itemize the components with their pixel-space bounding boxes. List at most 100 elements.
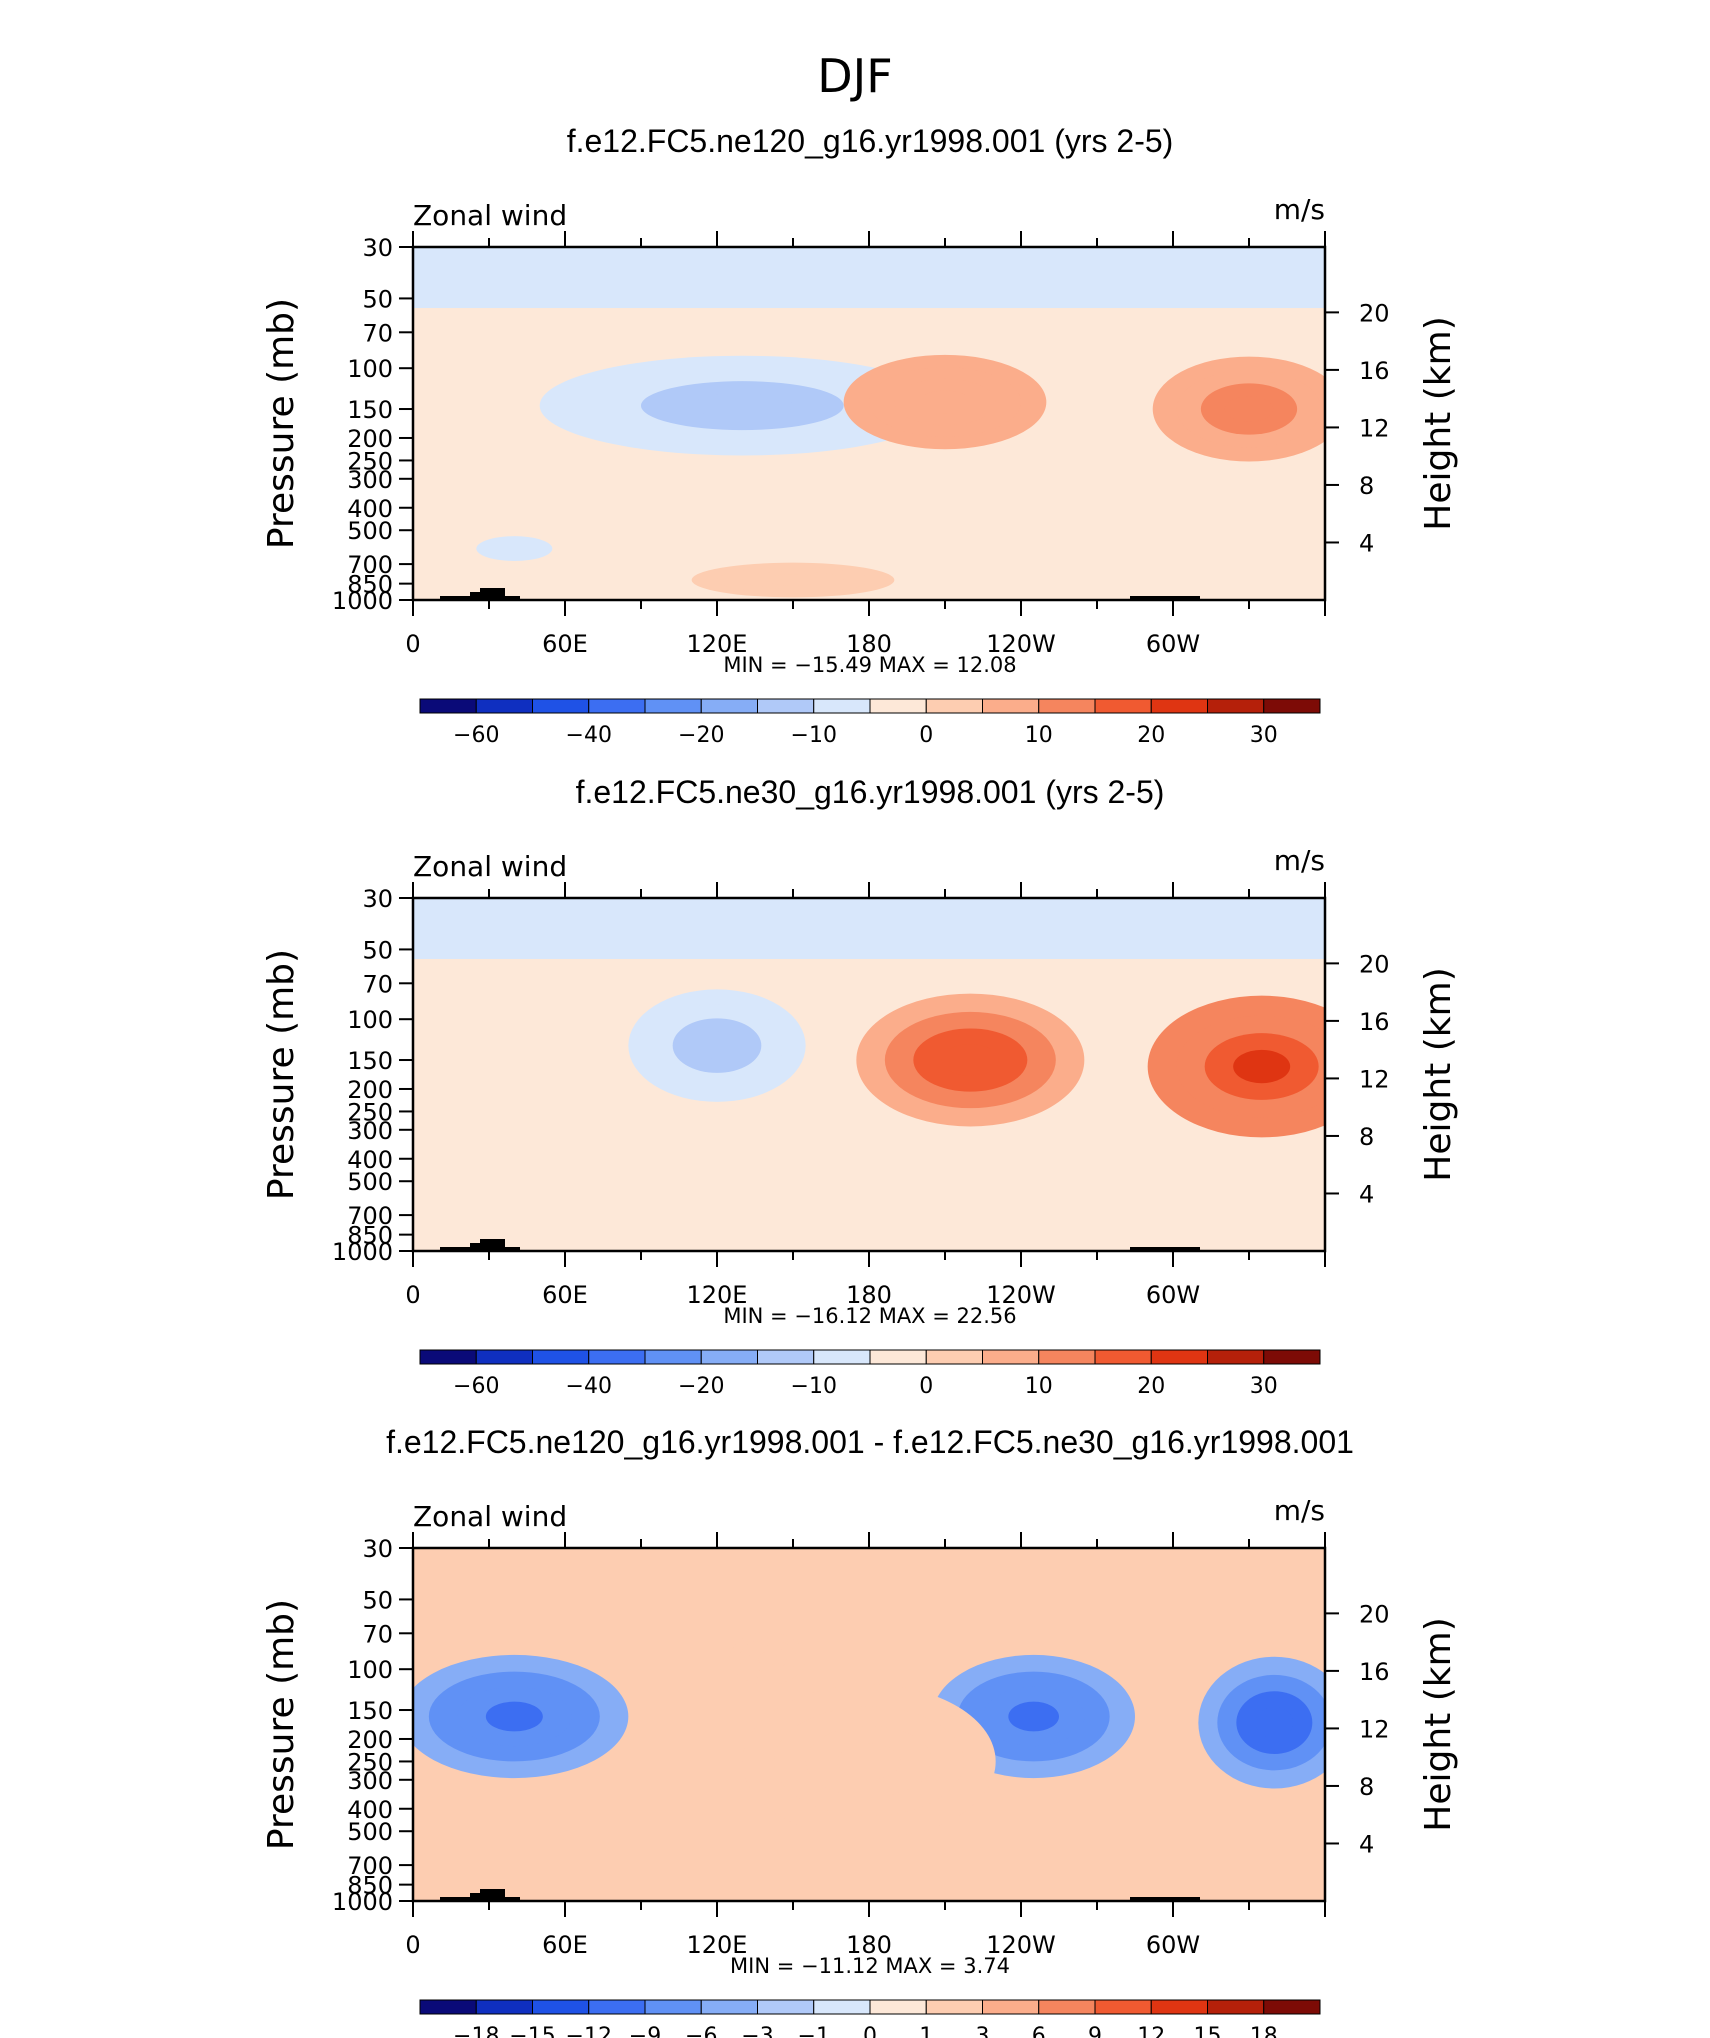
colorbar-label: −6 — [685, 2024, 717, 2038]
colorbar-label: 1 — [919, 2024, 933, 2038]
height-tick-label: 4 — [1359, 1830, 1374, 1858]
colorbar-swatch — [1094, 1349, 1152, 1365]
colorbar-swatch — [813, 698, 871, 714]
contour-level — [1008, 1701, 1059, 1732]
colorbar-swatch — [1094, 698, 1152, 714]
y-tick-label: 500 — [347, 1168, 393, 1196]
colorbar-swatch — [532, 1999, 590, 2015]
colorbar-label: −1 — [798, 2024, 830, 2038]
x-tick-label: 0 — [405, 630, 420, 658]
colorbar-swatch — [1038, 698, 1096, 714]
variable-label: Zonal wind — [413, 1500, 567, 1533]
colorbar-swatch — [1150, 1349, 1208, 1365]
contour-level — [476, 536, 553, 561]
colorbar-swatch — [644, 1349, 702, 1365]
y-axis-label: Pressure (mb) — [261, 298, 302, 549]
colorbar-label: 6 — [1032, 2024, 1046, 2038]
colorbar-swatch — [419, 1349, 477, 1365]
contour-level — [837, 1743, 901, 1780]
contour-level — [691, 393, 793, 418]
colorbar-label: −20 — [678, 723, 724, 748]
colorbar-swatch — [869, 1349, 927, 1365]
colorbar-swatch — [925, 698, 983, 714]
terrain — [440, 1889, 1200, 1901]
contour-level — [1147, 533, 1199, 564]
colorbar-label: −60 — [453, 1374, 499, 1399]
y-tick-label: 100 — [347, 355, 393, 383]
y-tick-label: 30 — [362, 885, 393, 913]
colorbar-label: 20 — [1137, 723, 1165, 748]
panel-ne30: f.e12.FC5.ne30_g16.yr1998.001 (yrs 2-5) Z… — [261, 774, 1459, 1399]
y-tick-label: 50 — [362, 285, 393, 313]
x-tick-label: 180 — [846, 630, 892, 658]
y-tick-label: 50 — [362, 1586, 393, 1614]
y-tick-label: 150 — [347, 1047, 393, 1075]
units-label: m/s — [1274, 193, 1325, 226]
y-tick-label: 30 — [362, 234, 393, 262]
x-tick-label: 120E — [687, 630, 748, 658]
colorbar-swatch — [588, 1999, 646, 2015]
right-axis-label: Height (km) — [1418, 316, 1459, 530]
x-tick-label: 60W — [1146, 1281, 1200, 1309]
colorbar-swatch — [1038, 1999, 1096, 2015]
colorbar-swatch — [757, 1999, 815, 2015]
colorbar-swatch — [532, 1349, 590, 1365]
colorbar-label: −12 — [566, 2024, 612, 2038]
height-tick-label: 8 — [1359, 1773, 1374, 1801]
terrain-block — [1130, 596, 1200, 600]
y-tick-label: 300 — [347, 1117, 393, 1145]
colorbar-swatch — [982, 1999, 1040, 2015]
y-tick-label: 200 — [347, 1726, 393, 1754]
height-tick-label: 20 — [1359, 1600, 1390, 1628]
height-tick-label: 16 — [1359, 357, 1390, 385]
y-axis-label: Pressure (mb) — [261, 1599, 302, 1850]
x-tick-label: 120E — [687, 1281, 748, 1309]
colorbar-label: −9 — [629, 2024, 661, 2038]
y-tick-label: 250 — [347, 447, 393, 475]
colorbar-swatch — [700, 1349, 758, 1365]
colorbar-swatch — [982, 698, 1040, 714]
contour-field — [413, 1548, 1325, 1901]
panel-title: f.e12.FC5.ne120_g16.yr1998.001 - f.e12.F… — [386, 1424, 1354, 1460]
colorbar-swatch — [588, 1349, 646, 1365]
y-tick-label: 300 — [347, 466, 393, 494]
colorbar-swatch — [925, 1999, 983, 2015]
colorbar-label: 3 — [976, 2024, 990, 2038]
y-tick-label: 70 — [362, 319, 393, 347]
colorbar-swatch — [1263, 698, 1321, 714]
colorbar-label: 0 — [863, 2024, 877, 2038]
height-tick-label: 8 — [1359, 472, 1374, 500]
colorbar-swatch — [757, 1349, 815, 1365]
y-tick-label: 400 — [347, 495, 393, 523]
y-tick-label: 500 — [347, 1818, 393, 1846]
y-tick-label: 700 — [347, 551, 393, 579]
height-tick-label: 4 — [1359, 1180, 1374, 1208]
colorbar-label: 20 — [1137, 1374, 1165, 1399]
x-tick-label: 60E — [542, 1281, 588, 1309]
min-max-stats: MIN = −15.49 MAX = 12.08 — [723, 653, 1016, 677]
terrain-block — [480, 1889, 505, 1901]
contour-level — [603, 1187, 679, 1212]
contour-field — [413, 898, 1325, 1251]
colorbar-label: 10 — [1025, 1374, 1053, 1399]
contour-level — [485, 1701, 543, 1732]
colorbar-swatch — [419, 698, 477, 714]
colorbar-swatch — [475, 1999, 533, 2015]
height-tick-label: 20 — [1359, 950, 1390, 978]
season-title: DJF — [817, 49, 892, 103]
y-tick-label: 200 — [347, 1076, 393, 1104]
colorbar-swatch — [1038, 1349, 1096, 1365]
height-tick-label: 12 — [1359, 1715, 1390, 1743]
terrain-block — [480, 1239, 505, 1251]
strat-band — [413, 247, 1325, 309]
x-tick-label: 180 — [846, 1931, 892, 1959]
y-tick-label: 70 — [362, 1620, 393, 1648]
contour-field — [413, 247, 1325, 600]
y-axis-label: Pressure (mb) — [261, 949, 302, 1200]
colorbar-swatch — [1207, 698, 1265, 714]
y-tick-label: 30 — [362, 1535, 393, 1563]
height-tick-label: 20 — [1359, 299, 1390, 327]
contour-level — [1255, 1706, 1294, 1739]
y-tick-label: 1000 — [332, 1888, 393, 1916]
